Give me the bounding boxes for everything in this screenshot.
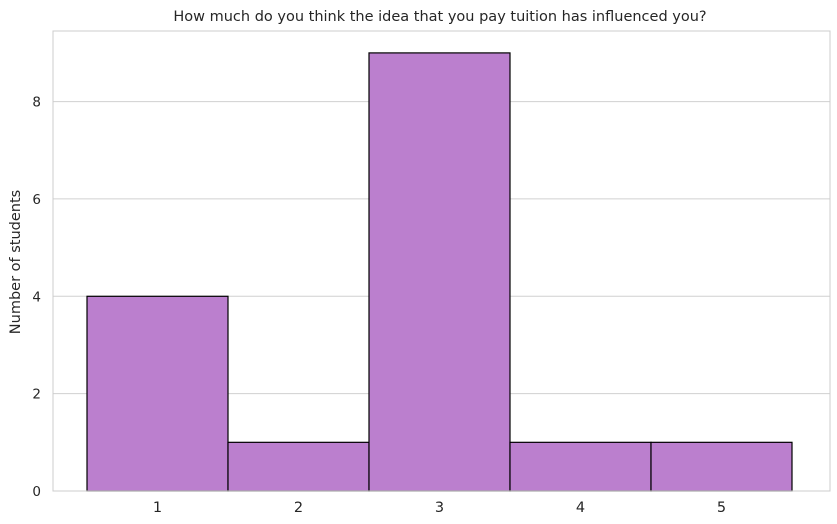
bars [86,52,793,492]
y-axis-label: Number of students [8,190,24,334]
y-tick-labels: 0 2 4 6 8 [32,95,41,500]
bar-1 [86,295,229,492]
y-tick-label: 8 [32,95,41,111]
y-tick-label: 4 [32,289,41,305]
y-tick-label: 0 [32,484,41,500]
y-tick-label: 2 [32,387,41,403]
x-tick-labels: 1 2 3 4 5 [153,500,726,516]
x-tick-label: 2 [294,500,303,516]
bar-3 [368,52,511,492]
x-tick-label: 4 [576,500,585,516]
bar-4 [509,441,652,492]
chart-title: How much do you think the idea that you … [173,9,706,25]
x-tick-label: 3 [435,500,444,516]
bar-5 [650,441,793,492]
y-tick-label: 6 [32,192,41,208]
plot-frame [52,30,831,492]
x-tick-label: 5 [717,500,726,516]
x-tick-label: 1 [153,500,162,516]
bar-2 [227,441,370,492]
